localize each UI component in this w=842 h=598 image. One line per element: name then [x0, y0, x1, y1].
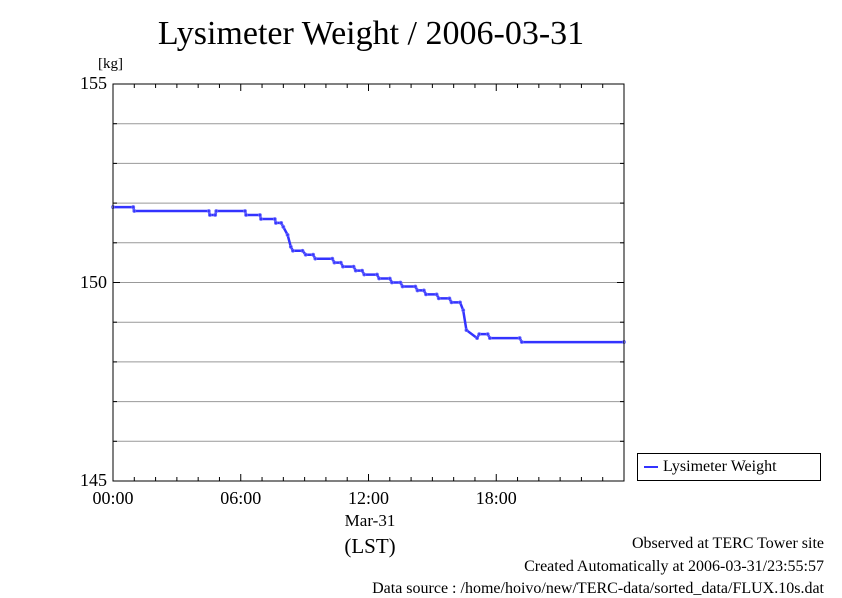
data-point	[360, 268, 365, 273]
data-point	[475, 336, 479, 340]
axis-ticks	[112, 83, 625, 482]
legend: Lysimeter Weight	[637, 453, 821, 481]
footer-created-time: Created Automatically at 2006-03-31/23:5…	[524, 558, 824, 575]
x-tick-label: 06:00	[220, 488, 262, 508]
grid-lines	[113, 123, 624, 442]
legend-swatch-icon	[644, 466, 658, 468]
x-tick-label: 12:00	[347, 488, 389, 508]
series-lysimeter-weight	[111, 205, 626, 344]
footer-observed-site: Observed at TERC Tower site	[631, 535, 824, 552]
data-point	[285, 232, 290, 237]
x-tick-label: 18:00	[475, 488, 517, 508]
data-point	[131, 205, 136, 209]
data-point	[517, 336, 522, 340]
data-point	[390, 280, 394, 285]
data-point	[244, 213, 248, 217]
data-point	[487, 336, 492, 340]
data-point	[375, 272, 379, 277]
data-point	[464, 328, 469, 333]
data-point	[377, 276, 382, 281]
x-axis-timezone-label: (LST)	[344, 534, 396, 558]
data-point	[461, 308, 466, 313]
data-point	[353, 268, 358, 273]
x-tick-label: 00:00	[92, 488, 134, 508]
data-point	[288, 244, 293, 249]
data-point	[434, 292, 439, 297]
y-axis-unit-label: [kg]	[98, 56, 123, 72]
data-point	[243, 209, 247, 213]
data-point	[207, 213, 212, 217]
y-tick-label: 155	[80, 73, 107, 93]
data-point	[477, 332, 482, 337]
data-point	[449, 300, 454, 305]
data-point	[279, 221, 284, 225]
data-point	[485, 332, 490, 337]
x-axis-date-label: Mar-31	[344, 511, 396, 530]
legend-label: Lysimeter Weight	[663, 458, 777, 475]
data-point	[214, 209, 219, 213]
data-point	[303, 252, 308, 257]
data-point	[291, 248, 295, 253]
data-point	[413, 284, 418, 289]
data-point	[458, 300, 462, 305]
data-point	[300, 248, 305, 253]
data-point	[415, 288, 420, 293]
footer-data-source: Data source : /home/hoivo/new/TERC-data/…	[372, 580, 824, 597]
chart-title: Lysimeter Weight / 2006-03-31	[157, 15, 585, 52]
data-point	[387, 276, 392, 281]
data-point	[281, 225, 286, 229]
data-point	[273, 221, 278, 225]
data-point	[313, 256, 318, 261]
data-point	[447, 296, 452, 301]
y-tick-label: 145	[80, 470, 107, 490]
data-point	[272, 217, 277, 221]
data-point	[132, 209, 137, 213]
data-point	[341, 264, 345, 269]
data-point	[400, 284, 405, 289]
data-point	[424, 292, 428, 297]
y-tick-label: 150	[80, 271, 107, 292]
data-point	[338, 260, 343, 265]
data-point	[259, 217, 263, 221]
data-point	[421, 288, 426, 293]
data-point	[519, 340, 524, 344]
data-point	[332, 260, 337, 265]
data-point	[206, 209, 211, 213]
data-point	[330, 256, 335, 261]
data-point	[311, 252, 316, 257]
data-point	[351, 264, 356, 269]
data-point	[436, 296, 441, 301]
data-point	[362, 272, 367, 277]
data-point	[258, 213, 262, 217]
data-point	[213, 213, 218, 217]
data-point	[398, 280, 403, 285]
